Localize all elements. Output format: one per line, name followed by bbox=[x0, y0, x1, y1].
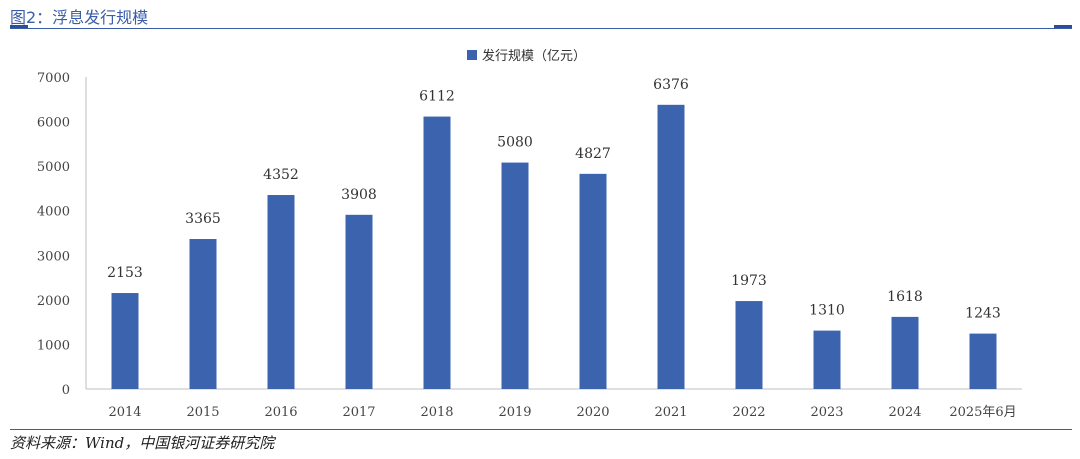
bar bbox=[813, 330, 841, 389]
x-tick-label: 2021 bbox=[654, 405, 687, 420]
bar bbox=[969, 333, 997, 389]
legend-label: 发行规模（亿元） bbox=[482, 48, 586, 64]
x-axis-labels: 2014 2015 2016 2017 2018 2019 2020 2021 2022 2023… bbox=[108, 405, 1016, 420]
bar-value-label: 4827 bbox=[575, 146, 611, 162]
header-rule-left-mark bbox=[10, 25, 28, 28]
legend-swatch bbox=[467, 50, 477, 60]
y-tick-label: 4000 bbox=[37, 205, 70, 220]
y-tick-label: 1000 bbox=[37, 338, 70, 353]
bar-value-label: 1973 bbox=[731, 273, 767, 289]
bar-value-label: 4352 bbox=[263, 167, 299, 183]
bar bbox=[579, 173, 607, 389]
y-tick-label: 0 bbox=[62, 383, 70, 398]
y-tick-label: 2000 bbox=[37, 294, 70, 309]
x-tick-label: 2017 bbox=[342, 405, 375, 420]
footer-rule bbox=[10, 429, 1072, 430]
source-note: 资料来源：Wind，中国银河证券研究院 bbox=[10, 434, 275, 452]
x-tick-label: 2024 bbox=[888, 405, 921, 420]
x-tick-label: 2015 bbox=[186, 405, 219, 420]
bar-value-label: 1243 bbox=[965, 306, 1001, 322]
y-tick-label: 5000 bbox=[37, 160, 70, 175]
bar bbox=[891, 316, 919, 389]
bar-chart: 发行规模（亿元） 0 1000 2000 3000 4000 5000 6000 7000 2… bbox=[37, 48, 1022, 420]
bar bbox=[423, 116, 451, 389]
y-axis: 0 1000 2000 3000 4000 5000 6000 7000 bbox=[37, 71, 70, 398]
bar-value-label: 3908 bbox=[341, 187, 377, 203]
bar bbox=[267, 195, 295, 389]
x-tick-label: 2020 bbox=[576, 405, 609, 420]
bar-value-label: 5080 bbox=[497, 135, 533, 151]
bars: 2153 3365 4352 3908 6112 5080 4827 6376 1973 1310… bbox=[107, 77, 1001, 390]
x-tick-label: 2019 bbox=[498, 405, 531, 420]
x-tick-label: 2022 bbox=[732, 405, 765, 420]
bar-value-label: 1618 bbox=[887, 289, 923, 305]
bar bbox=[657, 104, 685, 390]
bar bbox=[111, 293, 139, 389]
bar-value-label: 3365 bbox=[185, 211, 221, 227]
bar-value-label: 1310 bbox=[809, 303, 845, 319]
y-tick-label: 3000 bbox=[37, 249, 70, 264]
bar-value-label: 6376 bbox=[653, 77, 689, 93]
header-rule-right-mark bbox=[1054, 25, 1072, 28]
chart-legend: 发行规模（亿元） bbox=[467, 48, 586, 64]
bar bbox=[501, 162, 529, 389]
x-tick-label: 2025年6月 bbox=[949, 405, 1016, 420]
bar-value-label: 6112 bbox=[419, 89, 455, 105]
figure-title: 图2：浮息发行规模 bbox=[10, 8, 149, 27]
bar bbox=[189, 239, 217, 389]
x-tick-label: 2023 bbox=[810, 405, 843, 420]
x-tick-label: 2016 bbox=[264, 405, 297, 420]
bar bbox=[735, 301, 763, 389]
bar bbox=[345, 214, 373, 389]
bar-value-label: 2153 bbox=[107, 265, 143, 281]
y-tick-label: 7000 bbox=[37, 71, 70, 86]
y-tick-label: 6000 bbox=[37, 116, 70, 131]
x-tick-label: 2014 bbox=[108, 405, 141, 420]
x-tick-label: 2018 bbox=[420, 405, 453, 420]
header-rule bbox=[10, 28, 1072, 29]
